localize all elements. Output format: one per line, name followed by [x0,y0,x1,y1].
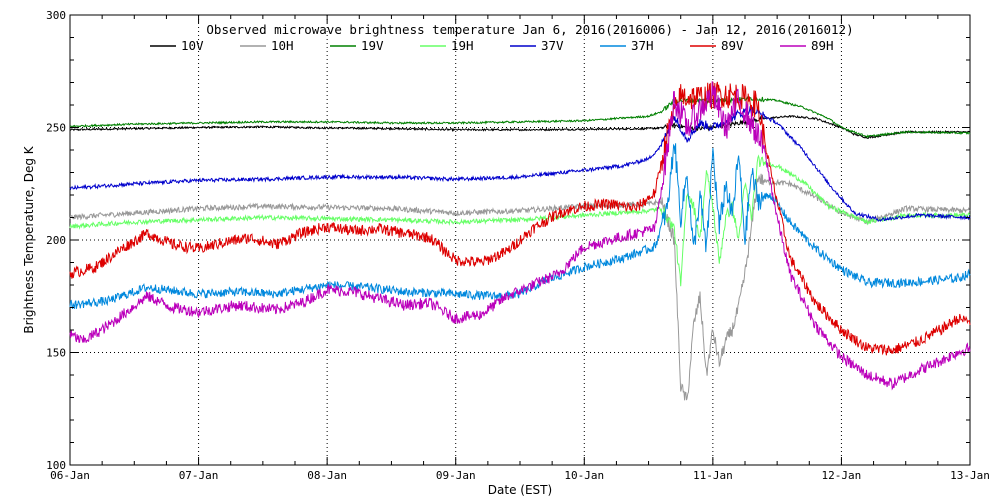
series-line-10v [69,114,970,139]
y-tick-label: 100 [46,459,66,472]
chart-title: Observed microwave brightness temperatur… [206,22,853,37]
series-line-37v [69,106,971,223]
series-line-19v [69,95,971,139]
x-tick-label: 10-Jan [564,469,604,482]
legend: 10V 10H 19V 19H 37V 37H 89V 89H [150,38,834,53]
x-tick-label: 09-Jan [436,469,476,482]
series-line-89h [69,81,971,391]
x-tick-label: 12-Jan [822,469,862,482]
legend-label-10v: 10V [181,38,204,53]
x-axis-label: Date (EST) [488,483,552,497]
legend-label-37h: 37H [631,38,654,53]
legend-label-37v: 37V [541,38,564,53]
y-tick-label: 300 [46,9,66,22]
x-tick-label: 13-Jan [950,469,990,482]
x-tick-label: 08-Jan [307,469,347,482]
x-tick-label: 06-Jan [50,469,90,482]
y-tick-label: 150 [46,347,66,360]
legend-label-19h: 19H [451,38,474,53]
grid-lines [70,15,970,465]
legend-label-10h: 10H [271,38,294,53]
y-tick-label: 200 [46,234,66,247]
legend-label-89v: 89V [721,38,744,53]
series-lines [69,81,971,401]
y-tick-label: 250 [46,122,66,135]
legend-label-89h: 89H [811,38,834,53]
legend-label-19v: 19V [361,38,384,53]
y-axis-label: Brightness Temperature, Deg K [22,145,36,333]
series-line-19h [69,154,971,287]
axis-ticks: 06-Jan 07-Jan 08-Jan 09-Jan 10-Jan 11-Jan 12-J… [46,9,990,482]
series-line-89v [69,81,971,356]
x-tick-label: 07-Jan [179,469,219,482]
x-tick-label: 11-Jan [693,469,733,482]
series-line-10h [69,173,971,401]
series-line-37h [69,143,971,310]
